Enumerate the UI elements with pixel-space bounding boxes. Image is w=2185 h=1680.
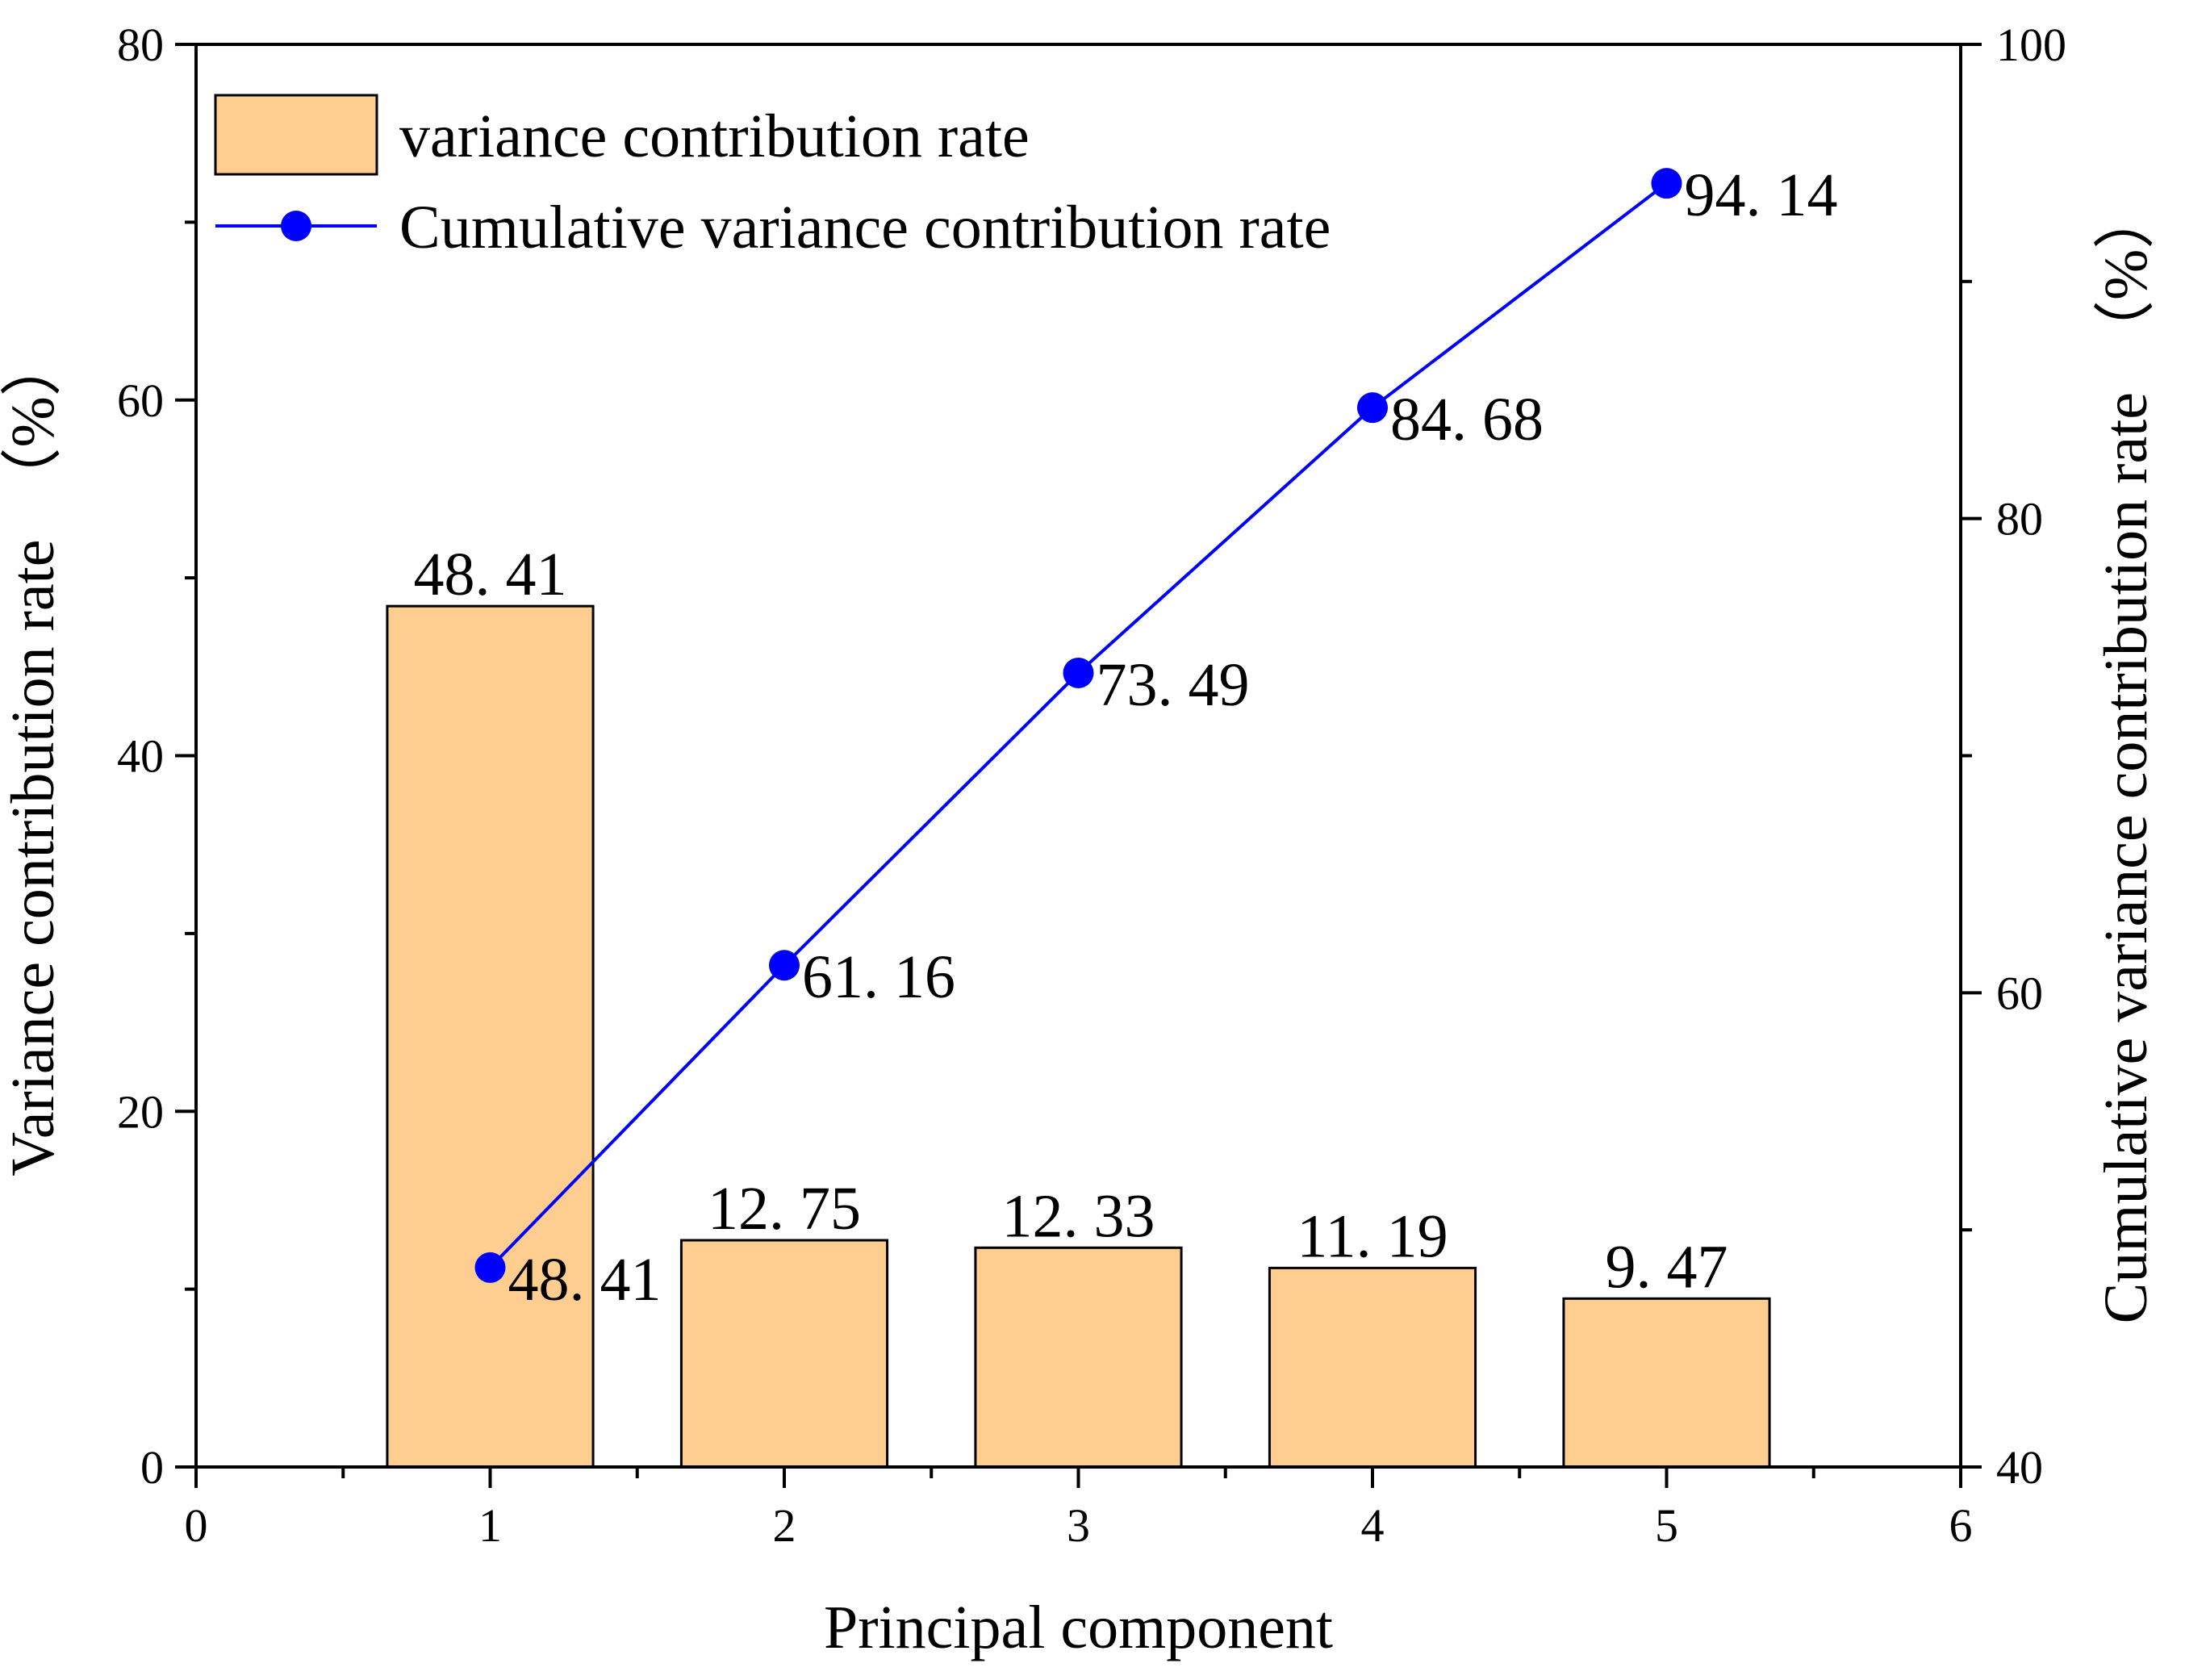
bar [1268, 1266, 1477, 1469]
cumulative-value-label: 61. 16 [802, 943, 955, 1011]
cumulative-point [1651, 168, 1682, 199]
x-tick-label: 4 [1361, 1499, 1385, 1552]
y-left-tick-label: 40 [117, 730, 164, 783]
bars-layer [386, 604, 1771, 1469]
y-right-tick-label: 80 [1996, 493, 2043, 545]
y-right-tick-label: 100 [1996, 19, 2066, 71]
legend-line-marker [281, 211, 311, 241]
bar-value-label: 9. 47 [1606, 1233, 1728, 1301]
bar [386, 604, 595, 1469]
cumulative-value-label: 73. 49 [1097, 651, 1250, 719]
cumulative-value-label: 48. 41 [508, 1246, 662, 1314]
x-tick-label: 2 [773, 1499, 796, 1552]
bar-value-label: 48. 41 [414, 541, 567, 608]
y-right-tick-label: 40 [1996, 1441, 2043, 1494]
cumulative-point [769, 950, 800, 981]
x-tick-label: 6 [1949, 1499, 1973, 1552]
legend-label-bars: variance contribution rate [399, 102, 1030, 170]
x-axis-title: Principal component [824, 1594, 1333, 1661]
cumulative-point [1357, 392, 1388, 424]
cumulative-line [489, 182, 1668, 1269]
legend-label-line: Cumulative variance contribution rate [399, 194, 1331, 261]
line-layer [474, 168, 1682, 1283]
y-left-tick-label: 20 [117, 1085, 164, 1138]
y-left-tick-label: 60 [117, 374, 164, 427]
cumulative-value-label: 84. 68 [1390, 386, 1544, 453]
bar-value-label: 12. 33 [1002, 1182, 1155, 1250]
cumulative-point [1063, 657, 1094, 688]
x-tick-label: 5 [1655, 1499, 1678, 1552]
labels-layer: 48. 41 12. 75 12. 33 11. 19 9. 47 48. 41 61. 1… [414, 161, 1838, 1314]
x-tick-label: 3 [1067, 1499, 1090, 1552]
y-axis-left-title: Variance contribution rate （%） [0, 335, 67, 1176]
y-right-tick-label: 60 [1996, 967, 2043, 1019]
y-left-tick-label: 80 [117, 19, 164, 71]
legend-bar-swatch [214, 94, 378, 176]
bar-value-label: 12. 75 [708, 1175, 861, 1243]
y-left-tick-label: 0 [140, 1441, 164, 1494]
x-tick-label: 1 [478, 1499, 502, 1552]
bar [679, 1239, 889, 1469]
bar-value-label: 11. 19 [1297, 1202, 1448, 1270]
bar [974, 1246, 1183, 1469]
bar [1562, 1297, 1771, 1469]
legend: variance contribution rate Cumulative var… [214, 94, 1331, 261]
cumulative-point [474, 1252, 506, 1283]
y-axis-right-title: Cumulative variance contribution rate （%… [2092, 188, 2160, 1324]
cumulative-value-label: 94. 14 [1685, 161, 1838, 229]
x-tick-label: 0 [185, 1499, 208, 1552]
